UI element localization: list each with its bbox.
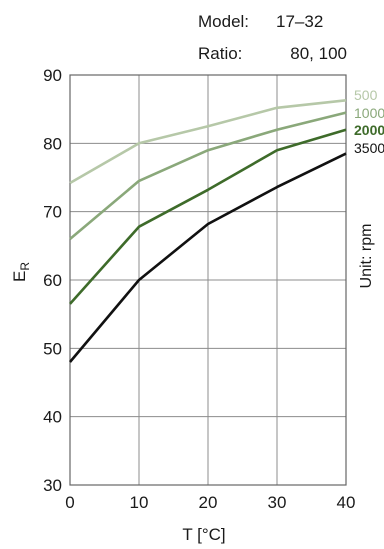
y-tick-label: 60 [43,271,62,290]
ratio-value: 80, 100 [290,44,347,63]
unit-label: Unit: rpm [358,224,375,289]
series-line-3500 [69,152,347,363]
plot-frame [69,74,347,486]
legend-label-500: 500 [354,87,378,103]
series-lines [69,99,347,363]
ratio-label: Ratio: [198,44,242,63]
x-tick-label: 10 [130,493,149,512]
legend-label-3500: 3500 [354,140,384,156]
y-tick-label: 70 [43,203,62,222]
model-label: Model: [198,12,249,31]
x-axis-label: T [°C] [182,525,225,544]
tick-labels: 0 10 20 30 40 30 40 50 60 70 80 90 [43,66,355,512]
y-axis-label-main: E [10,271,29,282]
x-tick-label: 40 [337,493,356,512]
y-axis-label-sub: R [18,262,32,271]
legend-label-2000: 2000 [354,122,384,138]
legend-label-1000: 1000 [354,105,384,121]
series-line-1000 [69,111,347,240]
x-tick-label: 20 [199,493,218,512]
y-tick-label: 40 [43,408,62,427]
y-tick-label: 30 [43,476,62,495]
x-tick-label: 0 [65,493,74,512]
y-tick-label: 80 [43,134,62,153]
info-block: Model: 17–32 Ratio: 80, 100 [198,12,347,63]
model-value: 17–32 [276,12,323,31]
series-line-2000 [69,128,347,305]
y-tick-label: 90 [43,66,62,85]
x-tick-label: 30 [268,493,287,512]
grid [70,75,346,485]
series-line-500 [69,99,347,185]
y-axis-label: ER [10,262,32,282]
y-tick-label: 50 [43,339,62,358]
